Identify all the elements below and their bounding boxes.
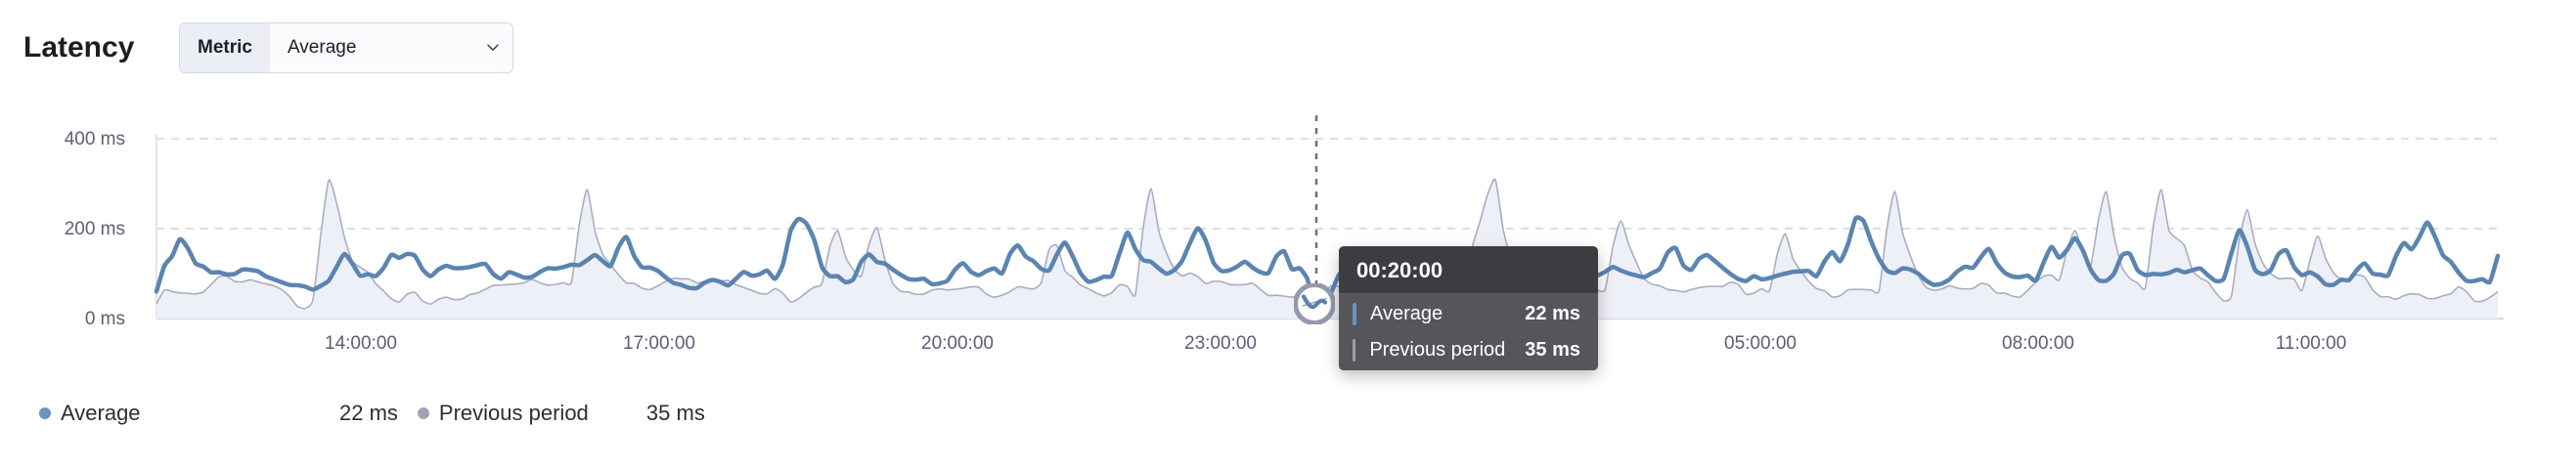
svg-text:20:00:00: 20:00:00 xyxy=(921,333,994,354)
svg-text:200 ms: 200 ms xyxy=(65,219,125,239)
svg-text:23:00:00: 23:00:00 xyxy=(1184,333,1257,354)
svg-text:0 ms: 0 ms xyxy=(85,309,125,329)
svg-text:11:00:00: 11:00:00 xyxy=(2276,333,2347,354)
svg-text:08:00:00: 08:00:00 xyxy=(2002,333,2074,354)
svg-text:17:00:00: 17:00:00 xyxy=(623,333,695,354)
svg-text:14:00:00: 14:00:00 xyxy=(325,333,397,354)
svg-text:05:00:00: 05:00:00 xyxy=(1724,333,1797,354)
svg-text:400 ms: 400 ms xyxy=(65,129,125,149)
